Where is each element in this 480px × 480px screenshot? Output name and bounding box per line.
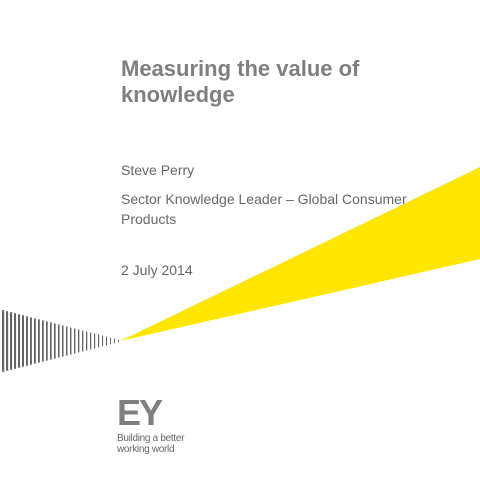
gray-stripe (94, 333, 96, 349)
gray-stripe (66, 326, 68, 356)
gray-stripe (50, 322, 52, 360)
presenter-role: Sector Knowledge Leader – Global Consume… (121, 191, 407, 227)
gray-stripe (106, 336, 108, 346)
presenter-name: Steve Perry (121, 162, 195, 178)
gray-stripe (18, 314, 21, 368)
gray-stripe (98, 334, 100, 348)
ey-tagline-line1: Building a better (117, 433, 185, 444)
gray-stripe (78, 329, 80, 353)
gray-stripe (22, 315, 24, 367)
gray-stripe (70, 327, 72, 355)
slide-title: Measuring the value of knowledge (121, 56, 360, 107)
gray-stripe (82, 330, 84, 352)
gray-stripe (86, 331, 88, 351)
gray-stripes (2, 310, 119, 372)
gray-stripe (10, 312, 13, 370)
gray-stripe (90, 332, 92, 350)
gray-stripe (58, 324, 60, 358)
gray-stripe (30, 317, 32, 365)
ey-logo-letters: EY (117, 392, 163, 433)
yellow-beam (120, 167, 480, 341)
gray-stripe (2, 310, 5, 372)
gray-stripe (102, 335, 104, 347)
presentation-date: 2 July 2014 (121, 262, 193, 278)
gray-stripe (114, 338, 115, 344)
gray-stripe (14, 313, 17, 369)
gray-stripe (38, 319, 40, 363)
gray-stripe (110, 337, 111, 345)
gray-stripe (54, 323, 56, 359)
gray-stripe (74, 328, 76, 354)
ey-tagline-line2: working world (117, 444, 175, 455)
gray-stripe (6, 311, 9, 371)
gray-stripe (34, 318, 36, 364)
gray-stripe (118, 339, 119, 343)
gray-stripe (62, 325, 64, 357)
presenter-block: Steve Perry Sector Knowledge Leader – Gl… (121, 160, 441, 229)
gray-stripe (42, 320, 44, 362)
gray-stripe (46, 321, 48, 361)
gray-stripe (26, 316, 28, 366)
ey-logo: EY Building a better working world (117, 392, 207, 456)
